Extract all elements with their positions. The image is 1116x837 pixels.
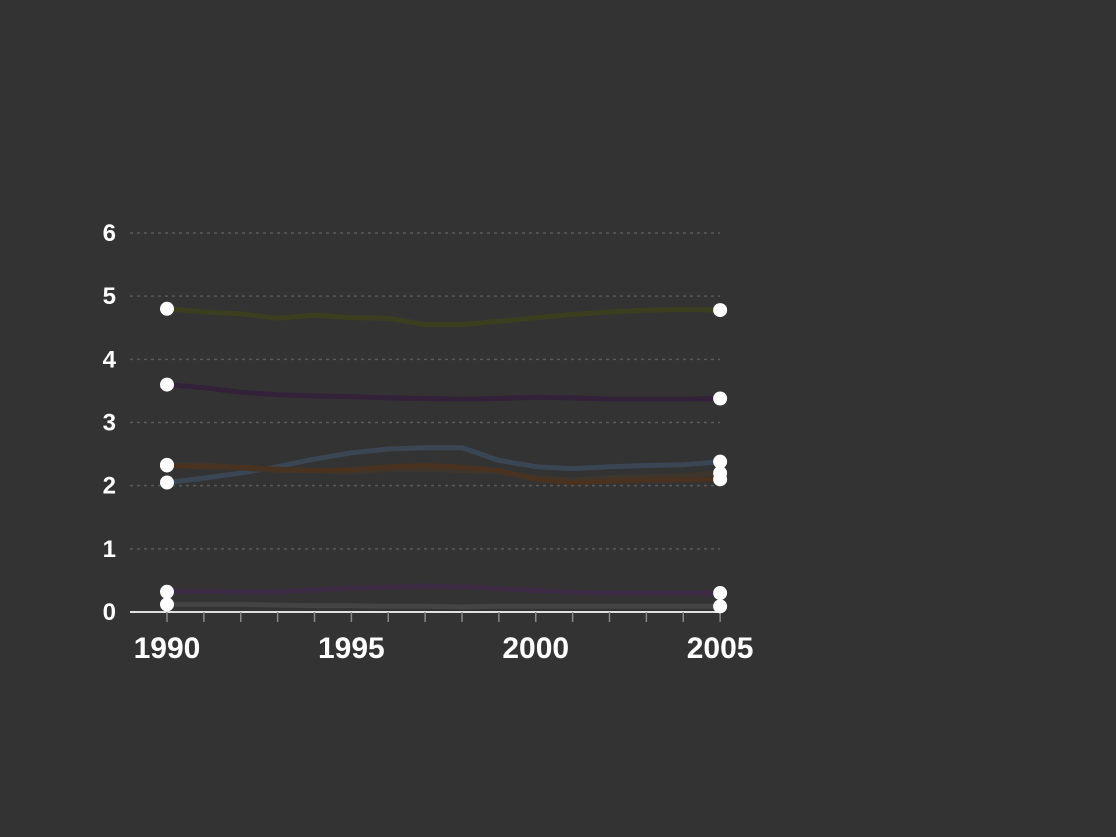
y-tick-label-5: 5: [103, 283, 116, 310]
series-7-end-marker: [713, 599, 728, 614]
y-tick-label-3: 3: [103, 410, 116, 437]
series-5-start-marker: [160, 458, 174, 473]
series-1-end-marker: [713, 303, 728, 318]
series-line-5: [164, 463, 723, 485]
series-6-end-marker: [713, 586, 728, 601]
y-tick-label-6: 6: [103, 220, 116, 247]
series-line-1: [164, 306, 723, 328]
series-line-7: [164, 601, 723, 610]
series-3-start-marker: [160, 475, 174, 490]
series-5-end-marker: [713, 472, 728, 487]
series-2-end-marker: [713, 391, 728, 406]
x-tick-label-1995: 1995: [318, 632, 385, 665]
series-line-6: [164, 583, 723, 596]
y-tick-label-0: 0: [103, 599, 116, 626]
series-6-start-marker: [160, 584, 174, 599]
y-tick-label-4: 4: [103, 346, 117, 373]
y-tick-label-2: 2: [103, 473, 116, 500]
series-1-start-marker: [160, 301, 174, 316]
series-3-end-marker: [713, 454, 728, 469]
x-tick-label-1990: 1990: [134, 632, 201, 665]
series-line-2: [164, 382, 723, 402]
x-tick-label-2005: 2005: [687, 632, 754, 665]
y-tick-label-1: 1: [103, 536, 116, 563]
x-tick-label-2000: 2000: [502, 632, 569, 665]
series-7-start-marker: [160, 597, 174, 612]
series-2-start-marker: [160, 377, 174, 392]
